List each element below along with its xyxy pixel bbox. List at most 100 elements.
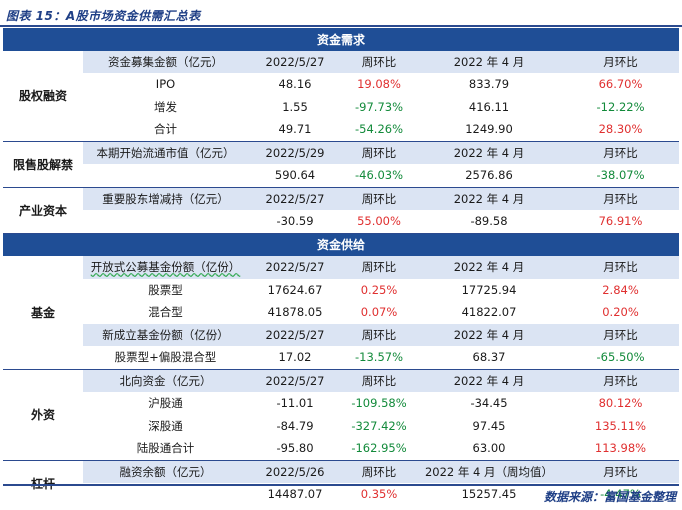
cell-month-value: 416.11 bbox=[468, 99, 510, 114]
header-mom: 月环比 bbox=[562, 50, 680, 73]
cell-wow: -13.57% bbox=[342, 346, 416, 370]
header-date: 2022/5/27 bbox=[248, 187, 342, 210]
header-date: 2022/5/27 bbox=[248, 50, 342, 73]
cell-month-value: 41822.07 bbox=[461, 305, 517, 320]
header-mom: 月环比 bbox=[562, 369, 680, 392]
category-funds: 基金 bbox=[3, 256, 83, 370]
header-mom: 月环比 bbox=[562, 460, 680, 483]
row-label: 沪股通 bbox=[148, 396, 183, 411]
cell-mom: -38.07% bbox=[562, 164, 680, 188]
row-label: 混合型 bbox=[148, 305, 183, 320]
header-month: 2022 年 4 月 bbox=[416, 323, 562, 346]
fund-supply-demand-table: 资金需求 股权融资 资金募集金额（亿元） 2022/5/27 周环比 2022 … bbox=[3, 28, 680, 506]
row-label: 深股通 bbox=[148, 418, 183, 433]
header-date: 2022/5/27 bbox=[248, 369, 342, 392]
cell-month-value: -89.58 bbox=[416, 210, 562, 234]
row-label: 合计 bbox=[83, 118, 248, 142]
row-label bbox=[83, 164, 248, 188]
figure-title: 图表 15：A股市场资金供需汇总表 bbox=[6, 9, 201, 23]
cell-wow: 0.07% bbox=[360, 305, 398, 320]
row-label: 陆股通合计 bbox=[83, 437, 248, 461]
table-row: 沪股通 -11.01 -109.58% -34.45 80.12% bbox=[3, 392, 679, 415]
table-row: 产业资本 重要股东增减持（亿元） 2022/5/27 周环比 2022 年 4 … bbox=[3, 187, 680, 234]
cell-week-value: -11.01 bbox=[276, 396, 314, 411]
cell-month-value: 833.79 bbox=[468, 77, 510, 92]
category-equity-financing: 股权融资 bbox=[3, 50, 83, 142]
cell-week-value: 41878.05 bbox=[267, 305, 323, 320]
cell-mom: 135.11% bbox=[594, 418, 647, 433]
table-row: 深股通 -84.79 -327.42% 97.45 135.11% bbox=[3, 415, 679, 438]
header-label: 资金募集金额（亿元） bbox=[83, 50, 248, 73]
header-mom: 月环比 bbox=[562, 323, 680, 346]
cell-wow: -327.42% bbox=[351, 418, 407, 433]
category-foreign: 外资 bbox=[3, 369, 83, 461]
row-label: IPO bbox=[155, 77, 176, 92]
table-row: 合计 49.71 -54.26% 1249.90 28.30% bbox=[3, 118, 680, 142]
header-mom: 月环比 bbox=[562, 256, 680, 279]
cell-mom: 76.91% bbox=[562, 210, 680, 234]
table-row: 14487.07 0.35% 15257.45 -4.47% bbox=[3, 483, 679, 506]
header-wow: 周环比 bbox=[342, 369, 416, 392]
table-row: 股票型 17624.67 0.25% 17725.94 2.84% bbox=[3, 279, 679, 302]
header-label: 北向资金（亿元） bbox=[83, 369, 248, 392]
cell-wow: -109.58% bbox=[351, 396, 407, 411]
bottom-rule bbox=[3, 484, 679, 486]
table-row: 增发 1.55 -97.73% 416.11 -12.22% bbox=[3, 96, 679, 119]
cell-wow: -54.26% bbox=[342, 118, 416, 142]
header-date: 2022/5/26 bbox=[248, 460, 342, 483]
cell-mom: -4.47% bbox=[600, 487, 641, 502]
cell-month-value: 63.00 bbox=[416, 437, 562, 461]
table-row: 股权融资 资金募集金额（亿元） 2022/5/27 周环比 2022 年 4 月… bbox=[3, 50, 680, 142]
header-month: 2022 年 4 月 bbox=[416, 187, 562, 210]
cell-mom: 2.84% bbox=[602, 282, 639, 297]
table-row: 590.64 -46.03% 2576.86 -38.07% bbox=[3, 164, 680, 188]
cell-mom: 66.70% bbox=[598, 77, 643, 92]
section-row-demand: 资金需求 bbox=[3, 28, 680, 51]
cell-wow: 0.35% bbox=[360, 487, 398, 502]
header-mom: 月环比 bbox=[562, 187, 680, 210]
row-label: 增发 bbox=[154, 99, 177, 114]
header-month: 2022 年 4 月 bbox=[416, 369, 562, 392]
cell-wow: 55.00% bbox=[342, 210, 416, 234]
header-label-text: 开放式公募基金份额（亿份） bbox=[90, 260, 241, 275]
cell-week-value: 48.16 bbox=[278, 77, 312, 92]
cell-week-value: 1.55 bbox=[282, 99, 308, 114]
header-label: 新成立基金份额（亿份） bbox=[83, 323, 248, 346]
cell-wow: 0.25% bbox=[360, 282, 398, 297]
cell-mom: 28.30% bbox=[562, 118, 680, 142]
cell-month-value: 68.37 bbox=[416, 346, 562, 370]
table-row: 股票型+偏股混合型 17.02 -13.57% 68.37 -65.50% bbox=[3, 346, 680, 370]
cell-wow: -162.95% bbox=[342, 437, 416, 461]
cell-mom: 80.12% bbox=[598, 396, 643, 411]
cell-month-value: 15257.45 bbox=[461, 487, 517, 502]
table-row: 陆股通合计 -95.80 -162.95% 63.00 113.98% bbox=[3, 437, 680, 461]
header-wow: 周环比 bbox=[342, 256, 416, 279]
header-label: 本期开始流通市值（亿元） bbox=[83, 141, 248, 164]
header-wow: 周环比 bbox=[342, 323, 416, 346]
header-label: 融资余额（亿元） bbox=[83, 460, 248, 483]
cell-month-value: -34.45 bbox=[470, 396, 508, 411]
header-month: 2022 年 4 月 bbox=[416, 141, 562, 164]
cell-week-value: -95.80 bbox=[248, 437, 342, 461]
header-label: 重要股东增减持（亿元） bbox=[83, 187, 248, 210]
row-label bbox=[83, 483, 248, 506]
cell-month-value: 1249.90 bbox=[416, 118, 562, 142]
cell-month-value: 97.45 bbox=[472, 418, 506, 433]
table-row: 新成立基金份额（亿份） 2022/5/27 周环比 2022 年 4 月 月环比 bbox=[3, 323, 680, 346]
table-row: -30.59 55.00% -89.58 76.91% bbox=[3, 210, 680, 234]
header-date: 2022/5/27 bbox=[248, 323, 342, 346]
cell-week-value: -84.79 bbox=[276, 418, 314, 433]
cell-mom: 113.98% bbox=[562, 437, 680, 461]
section-supply: 资金供给 bbox=[3, 233, 680, 256]
cell-mom: -65.50% bbox=[562, 346, 680, 370]
cell-month-value: 17725.94 bbox=[461, 282, 517, 297]
header-wow: 周环比 bbox=[342, 460, 416, 483]
header-date: 2022/5/29 bbox=[248, 141, 342, 164]
header-wow: 周环比 bbox=[342, 141, 416, 164]
cell-week-value: 17624.67 bbox=[267, 282, 323, 297]
header-mom: 月环比 bbox=[562, 141, 680, 164]
section-row-supply: 资金供给 bbox=[3, 233, 680, 256]
row-label: 股票型+偏股混合型 bbox=[83, 346, 248, 370]
cell-week-value: 14487.07 bbox=[267, 487, 323, 502]
cell-mom: -12.22% bbox=[596, 99, 645, 114]
